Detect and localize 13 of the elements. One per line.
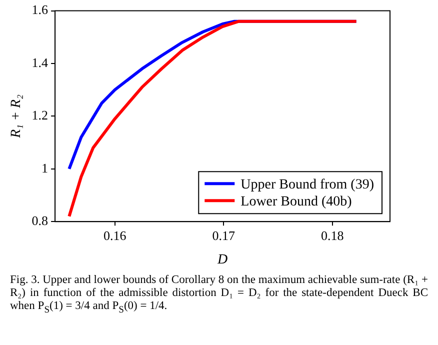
y-tick-label: 1.4 [32,54,49,70]
caption: Fig. 3. Upper and lower bounds of Corollary 8 on the maximum achievable sum-rate (R₁ + R₂) in function of the admissible distortion D₁ = D₂ for the state-dependent Dueck BC when P$_{S}$(1) = 3/4 and P$_{S}$(0) = 1/4. [10,274,428,316]
x-tick-label: 0.18 [320,228,344,243]
y-tick-label: 1.6 [32,2,49,18]
y-tick-label: 0.8 [32,213,48,228]
y-tick-label: 1.2 [32,108,48,123]
y-tick-label: 1 [42,160,48,176]
x-axis-title: D [216,252,228,268]
x-tick-label: 0.16 [103,228,127,243]
x-tick-label: 0.17 [212,228,236,243]
y-axis-title: R₁ + R₂ [9,94,24,139]
legend-label: Lower Bound (40b) [240,194,352,210]
legend-label: Upper Bound from (39) [240,177,374,192]
